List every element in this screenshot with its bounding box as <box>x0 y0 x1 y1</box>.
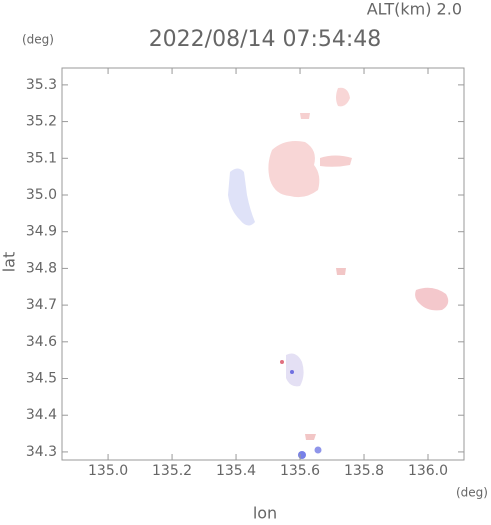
y-tick-label: 34.8 <box>26 260 57 276</box>
echo-blob <box>268 141 320 198</box>
y-tick-label: 34.7 <box>26 297 57 313</box>
x-tick-label: 136.0 <box>408 463 448 479</box>
echo-dot <box>280 360 284 364</box>
echo-blob <box>336 268 346 275</box>
y-tick-label: 35.0 <box>26 187 57 203</box>
y-label: lat <box>0 252 19 273</box>
x-unit: (deg) <box>456 486 488 500</box>
echo-dot <box>314 446 322 454</box>
echo-field <box>228 87 449 459</box>
altitude-label: ALT(km) 2.0 <box>367 0 462 19</box>
echo-blob <box>336 87 350 107</box>
echo-blob <box>320 155 352 167</box>
y-tick-label: 34.5 <box>26 371 57 387</box>
y-unit: (deg) <box>22 33 54 47</box>
echo-blob <box>415 287 449 311</box>
x-tick-label: 135.2 <box>152 463 192 479</box>
x-tick-label: 135.0 <box>88 463 128 479</box>
x-tick-label: 135.8 <box>344 463 384 479</box>
echo-blob <box>305 434 316 440</box>
chart-title: 2022/08/14 07:54:48 <box>149 27 382 52</box>
y-tick-label: 34.3 <box>26 444 57 460</box>
y-tick-label: 34.6 <box>26 334 57 350</box>
y-tick-label: 35.3 <box>26 77 57 93</box>
echo-blob <box>286 353 304 387</box>
plot-frame <box>61 67 465 461</box>
x-tick-label: 135.4 <box>216 463 256 479</box>
x-label: lon <box>253 504 277 522</box>
y-tick-label: 35.1 <box>26 150 57 166</box>
echo-dot <box>290 370 294 374</box>
y-tick-label: 34.4 <box>26 407 57 423</box>
y-tick-label: 35.2 <box>26 114 57 130</box>
echo-blob <box>300 113 310 119</box>
y-tick-label: 34.9 <box>26 224 57 240</box>
echo-blob <box>228 168 255 226</box>
echo-dot <box>298 451 306 459</box>
x-tick-label: 135.6 <box>280 463 320 479</box>
